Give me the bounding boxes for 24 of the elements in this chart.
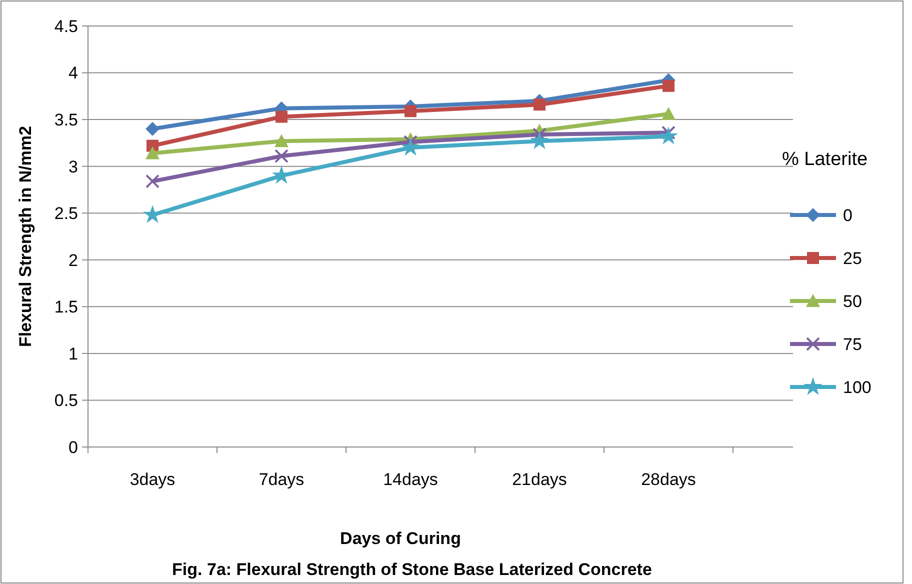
y-tick-label: 4.5 bbox=[54, 16, 78, 36]
y-tick-label: 3 bbox=[68, 157, 78, 176]
legend-label: 100 bbox=[843, 378, 872, 397]
text: Fig. 7a: Flexural Strength of Stone Base Laterized Concrete bbox=[172, 560, 652, 579]
legend-label: 50 bbox=[843, 292, 862, 311]
legend-label: 25 bbox=[843, 248, 862, 268]
y-tick-label: 4 bbox=[68, 64, 78, 83]
y-tick-label: 2 bbox=[68, 250, 78, 270]
y-tick-label: 0 bbox=[68, 438, 78, 457]
x-tick-label: 7days bbox=[258, 470, 304, 489]
y-tick-label: 2.5 bbox=[54, 204, 78, 224]
y-axis-title: Flexural Strength in N/mm2 bbox=[16, 126, 35, 348]
legend-label: 0 bbox=[843, 206, 852, 225]
x-axis-title: Days of Curing bbox=[340, 529, 461, 548]
x-tick-label: 28days bbox=[641, 470, 696, 489]
legend-title: % Laterite bbox=[782, 149, 868, 170]
y-tick-label: 0.5 bbox=[54, 391, 78, 410]
x-tick-label: 14days bbox=[383, 470, 438, 489]
y-tick-label: 1 bbox=[68, 344, 78, 364]
x-tick-label: 3days bbox=[130, 470, 176, 489]
x-tick-label: 21days bbox=[512, 470, 567, 489]
y-tick-label: 1.5 bbox=[54, 298, 78, 317]
legend-label: 75 bbox=[843, 334, 862, 354]
y-tick-label: 3.5 bbox=[54, 110, 78, 130]
